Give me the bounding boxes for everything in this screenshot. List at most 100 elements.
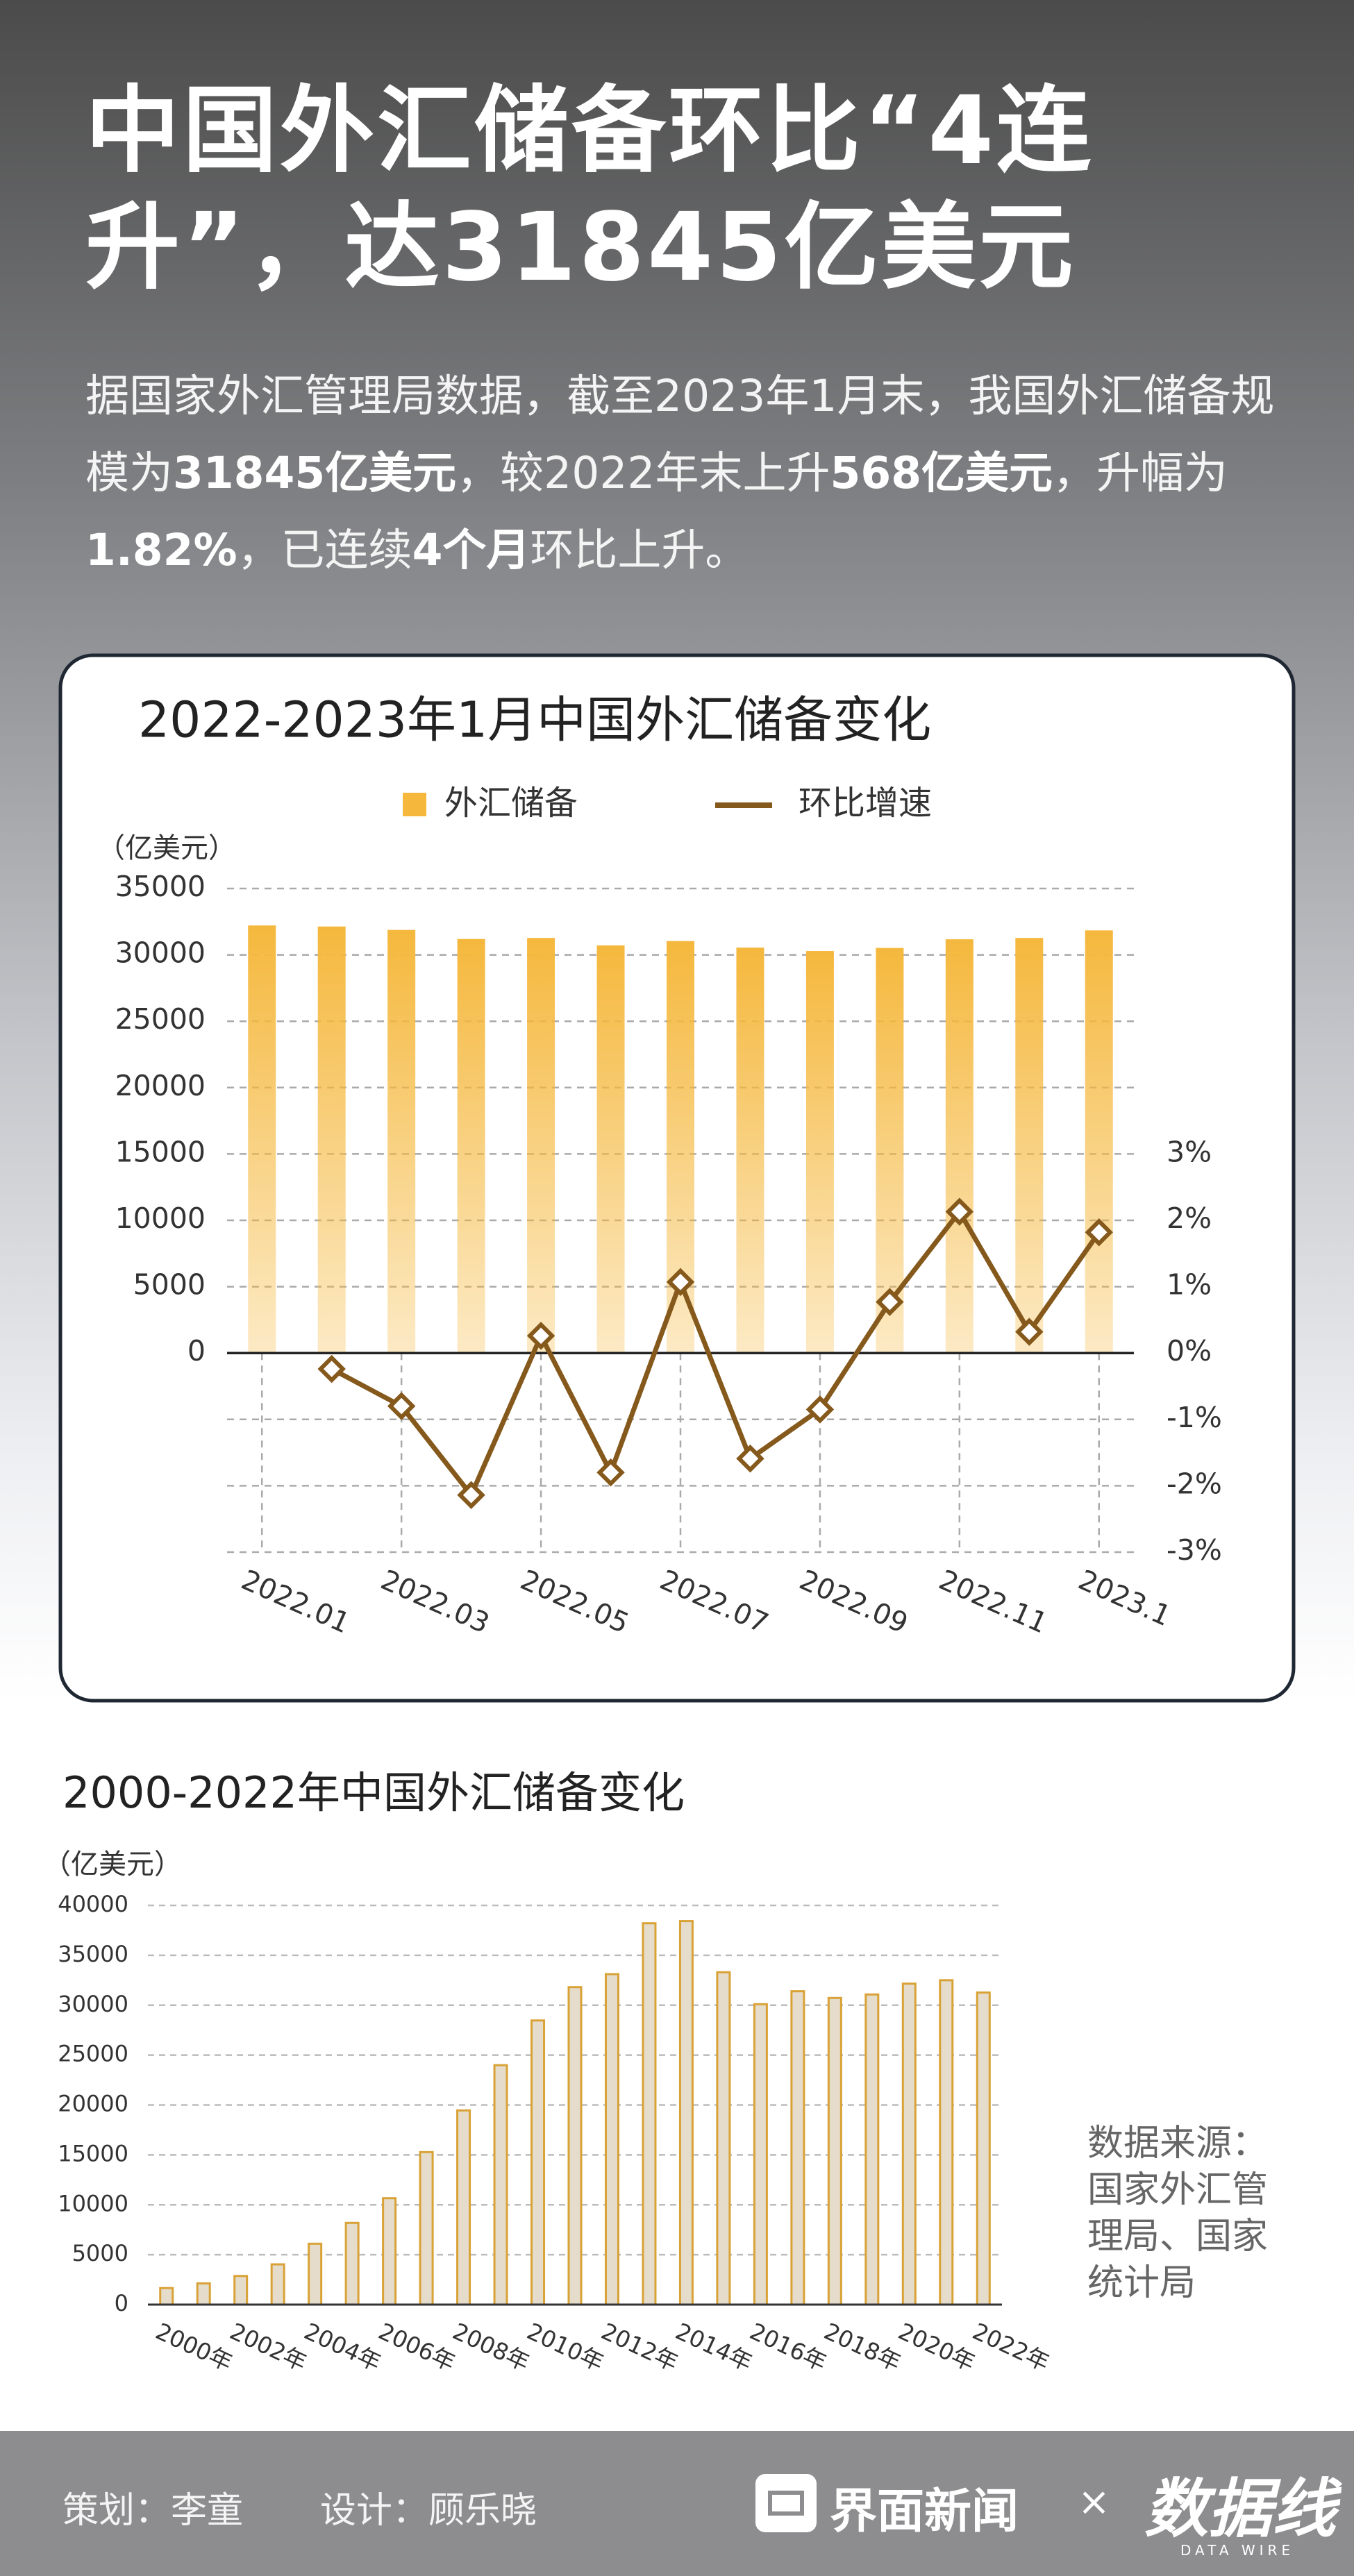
bar — [864, 1993, 880, 2306]
legend-swatch — [403, 793, 426, 816]
bar — [344, 2221, 360, 2306]
y-tick-label: 0 — [115, 2290, 128, 2316]
bar — [567, 1986, 583, 2306]
y-tick-label: 10000 — [58, 2190, 128, 2216]
x-tick-label: 2004年 — [300, 2318, 385, 2377]
bar — [248, 925, 276, 1354]
y-tick-label: 40000 — [58, 1891, 128, 1917]
x-tick-label: 2006年 — [374, 2318, 460, 2377]
bar — [753, 2003, 768, 2306]
marker — [1085, 1218, 1114, 1247]
marker — [457, 1481, 485, 1510]
bar — [456, 2109, 471, 2306]
bar — [1085, 930, 1113, 1354]
bar — [716, 1971, 731, 2306]
bar — [308, 2242, 323, 2306]
y-tick-label: 20000 — [115, 1069, 206, 1102]
y-tick-label: 35000 — [58, 1941, 128, 1967]
brand2-sub: DATA WIRE — [1180, 2542, 1295, 2559]
x-tick-label: 2008年 — [449, 2318, 534, 2377]
marker — [387, 1392, 416, 1420]
y-tick-label: 35000 — [115, 870, 206, 903]
bar — [604, 1973, 619, 2306]
y2-tick-label: -1% — [1167, 1401, 1222, 1434]
credit: 设计：顾乐晓 — [320, 2490, 537, 2532]
bar — [530, 2019, 546, 2306]
axis-label: （亿美元） — [97, 832, 236, 864]
intro-highlight: 1.82% — [85, 525, 237, 575]
bar — [945, 939, 973, 1354]
bar — [901, 1982, 917, 2306]
intro-highlight: 568亿美元 — [830, 448, 1053, 498]
bar — [382, 2197, 397, 2306]
marker — [666, 1268, 695, 1297]
y-tick-label: 25000 — [115, 1002, 206, 1036]
y-tick-label: 20000 — [58, 2091, 128, 2117]
bar — [419, 2150, 434, 2306]
intro-text: 环比上升。 — [530, 525, 749, 575]
x-tick-label: 2000年 — [151, 2318, 237, 2377]
credit: 策划：李童 — [62, 2490, 244, 2532]
bar — [317, 926, 346, 1354]
bar — [527, 938, 555, 1354]
x-tick-label: 2022年 — [969, 2318, 1054, 2377]
y-tick-label: 15000 — [115, 1135, 206, 1168]
line — [331, 1209, 1101, 1498]
marker — [526, 1322, 555, 1350]
legend-label: 环比增速 — [799, 784, 932, 823]
bar — [233, 2275, 249, 2306]
y-tick-label: 5000 — [72, 2240, 128, 2266]
chart-title: 2000-2022年中国外汇储备变化 — [62, 1767, 685, 1818]
brand-icon — [755, 2474, 817, 2532]
bar — [805, 951, 834, 1354]
y-tick-label: 5000 — [133, 1268, 206, 1302]
bar — [596, 945, 625, 1354]
legend-label: 外汇储备 — [444, 784, 578, 823]
axis-label: （亿美元） — [43, 1849, 182, 1880]
intro-text: ，升幅为 — [1053, 448, 1228, 498]
footer: 策划：李童 设计：顾乐晓 界面新闻 × 数据线 DATA WIRE — [0, 2431, 1354, 2576]
y2-tick-label: 1% — [1167, 1268, 1212, 1302]
bar — [1015, 938, 1044, 1354]
bar — [159, 2287, 174, 2306]
y-tick-label: 15000 — [58, 2140, 128, 2166]
brand: 界面新闻 — [830, 2484, 1019, 2539]
y-tick-label: 30000 — [58, 1991, 128, 2017]
source: 数据来源：国家外汇管理局、国家统计局 — [1087, 2123, 1269, 2304]
brand2: 数据线 — [1144, 2472, 1337, 2546]
y-tick-label: 25000 — [58, 2041, 128, 2067]
bar — [976, 1991, 991, 2306]
intro-text: ，已连续 — [237, 525, 412, 575]
marker — [1015, 1318, 1044, 1346]
bar — [270, 2263, 285, 2306]
bar — [876, 948, 904, 1354]
bar — [387, 929, 416, 1354]
x-tick-label: 2018年 — [820, 2318, 905, 2377]
x-tick-label: 2012年 — [597, 2318, 683, 2377]
y2-tick-label: -2% — [1167, 1467, 1222, 1500]
bar — [736, 948, 764, 1354]
y-tick-label: 30000 — [115, 936, 206, 970]
intro-text: ，较2022年末上升 — [456, 448, 830, 498]
headline: 中国外汇储备环比“4连升”，达31845亿美元 — [85, 76, 1094, 303]
marker — [945, 1197, 974, 1226]
marker — [596, 1458, 625, 1487]
y2-tick-label: 3% — [1167, 1135, 1212, 1168]
intro-text: 据国家外汇管理局数据，截至2023年1月末，我国外汇储备规模为 — [85, 371, 1275, 498]
y-tick-label: 10000 — [115, 1202, 206, 1235]
separator: × — [1078, 2480, 1110, 2525]
marker — [805, 1395, 835, 1424]
marker — [317, 1354, 346, 1383]
bar — [642, 1922, 657, 2306]
chart-title: 2022-2023年1月中国外汇储备变化 — [138, 691, 931, 749]
intro-highlight: 4个月 — [412, 525, 530, 575]
y2-tick-label: 2% — [1167, 1202, 1212, 1235]
bar — [457, 938, 485, 1354]
intro: 据国家外汇管理局数据，截至2023年1月末，我国外汇储备规模为31845亿美元，… — [85, 357, 1280, 589]
bar — [790, 1990, 805, 2306]
bar — [493, 2064, 508, 2306]
x-tick-label: 2002年 — [226, 2318, 311, 2377]
x-tick-label: 2020年 — [894, 2318, 980, 2377]
bar — [196, 2282, 211, 2306]
